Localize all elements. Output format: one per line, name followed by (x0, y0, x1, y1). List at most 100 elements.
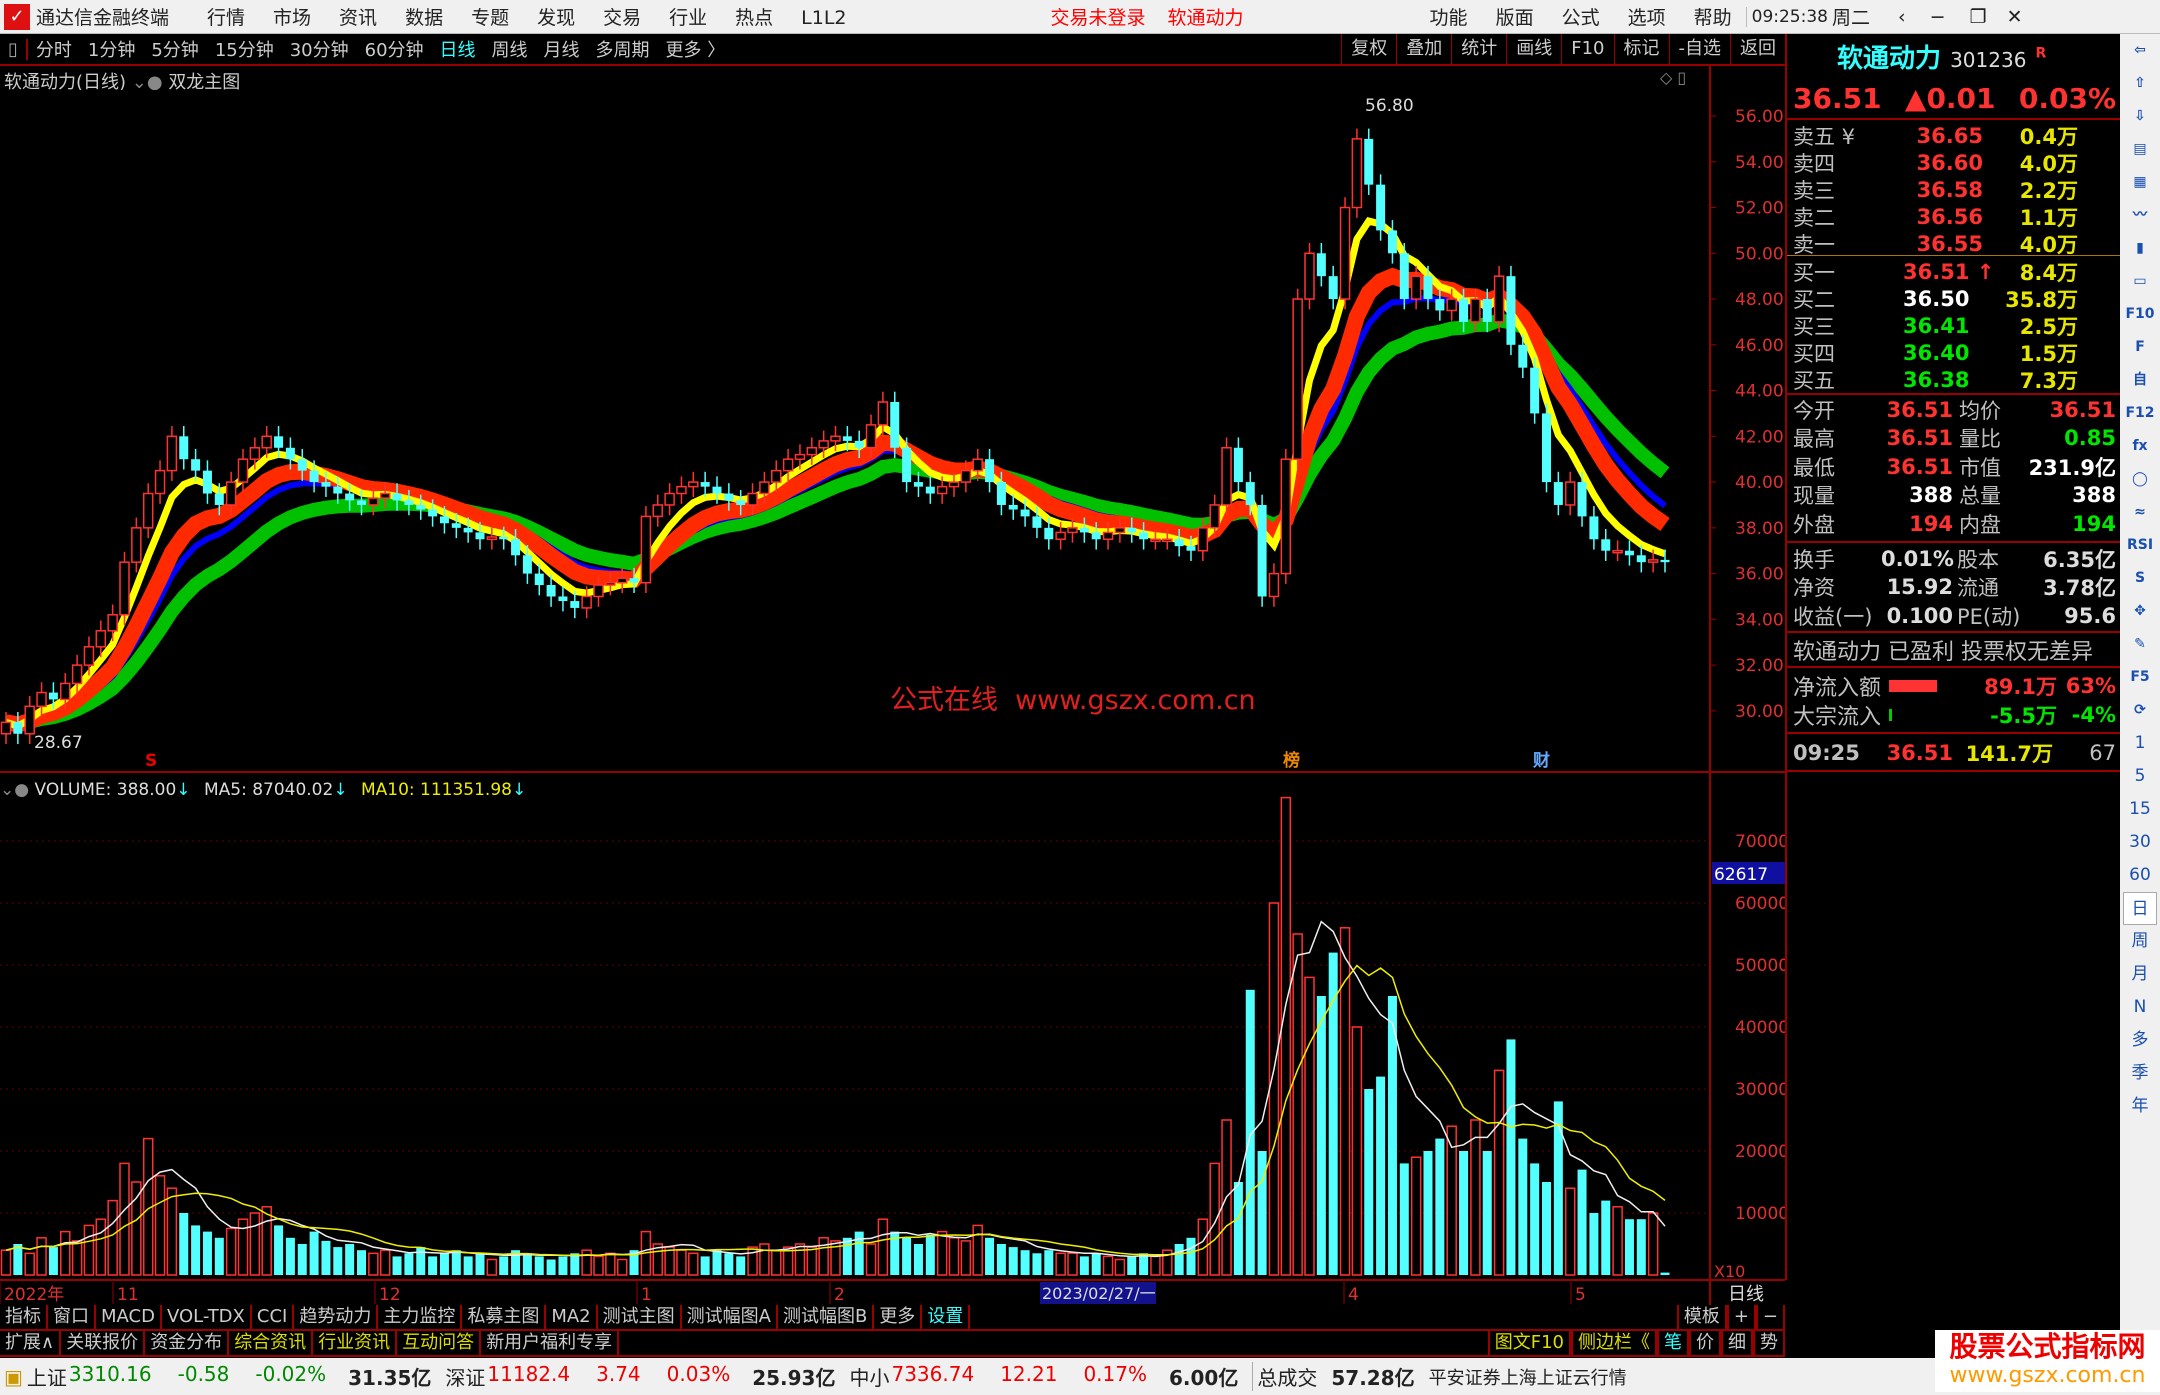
indicator-tab[interactable]: 测试主图 (598, 1305, 682, 1329)
s-icon[interactable]: S (2134, 570, 2146, 586)
indicator-tab[interactable]: 窗口 (48, 1305, 96, 1329)
side-tab[interactable]: 势 (1753, 1331, 1785, 1355)
indicator-dropdown-icon[interactable]: ⌄● (131, 72, 163, 93)
arrow-left-icon[interactable]: ⇦ (2134, 42, 2146, 58)
circle-icon[interactable]: ◯ (2132, 471, 2148, 487)
menu-item[interactable]: 功能 (1429, 7, 1468, 29)
indicator-tab[interactable]: 测试幅图A (682, 1305, 778, 1329)
panel-toggle-icon[interactable]: ▯ (0, 38, 28, 60)
sidebar-period-10[interactable]: 季 (2131, 1063, 2149, 1083)
menu-item[interactable]: 帮助 (1693, 7, 1732, 29)
extension-tab[interactable]: 互动问答 (397, 1331, 482, 1355)
period-tab[interactable]: 更多 〉 (665, 40, 726, 61)
indicator-tab[interactable]: 趋势动力 (294, 1305, 379, 1329)
menu-item[interactable]: 交易 (603, 7, 642, 29)
menu-item[interactable]: 数据 (405, 7, 444, 29)
sidebar-period-2[interactable]: 15 (2129, 799, 2151, 819)
side-tab[interactable]: 笔 (1657, 1331, 1689, 1355)
sidebar-period-0[interactable]: 1 (2134, 733, 2146, 753)
period-tab[interactable]: 月线 (543, 40, 580, 61)
back-icon[interactable]: ‹ (1898, 5, 1906, 28)
login-status[interactable]: 交易未登录 (1050, 7, 1146, 29)
extension-tab[interactable]: 综合资讯 (229, 1331, 314, 1355)
side-tab[interactable]: 价 (1689, 1331, 1721, 1355)
extension-tab[interactable]: 关联报价 (61, 1331, 146, 1355)
arrow-down-icon[interactable]: ⇩ (2134, 108, 2146, 124)
f12-icon[interactable]: F12 (2125, 405, 2155, 421)
period-tab[interactable]: 30分钟 (289, 40, 349, 61)
grid-icon[interactable]: ▦ (2133, 174, 2147, 190)
chart-tool-button[interactable]: 画线 (1506, 34, 1561, 64)
menu-item[interactable]: 行情 (207, 7, 246, 29)
refresh-icon[interactable]: ⟳ (2134, 702, 2146, 718)
f5-icon[interactable]: F5 (2130, 669, 2150, 685)
menu-item[interactable]: 热点 (735, 7, 774, 29)
indicator-tab[interactable]: 更多 (874, 1305, 923, 1329)
sidebar-period-8[interactable]: N (2133, 997, 2147, 1017)
extension-tab[interactable]: 扩展∧ (0, 1331, 62, 1355)
chart-tool-button[interactable]: 标记 (1613, 34, 1669, 64)
window-icon[interactable]: ▭ (2133, 273, 2147, 289)
indicator-tab[interactable]: 私募主图 (462, 1305, 547, 1329)
line-chart-icon[interactable]: 〰 (2133, 207, 2147, 223)
indicator-tab[interactable]: 设置 (922, 1305, 971, 1329)
extension-tab[interactable]: 新用户福利专享 (481, 1331, 620, 1355)
side-tab[interactable]: 侧边栏《 (1571, 1331, 1657, 1355)
chart-tool-button[interactable]: 返回 (1730, 34, 1785, 64)
chart-tool-button[interactable]: 复权 (1341, 34, 1396, 64)
sidebar-period-5[interactable]: 日 (2123, 892, 2157, 925)
kline-chart[interactable]: 30.00 32.00 34.00 36.00 38.00 40.00 42.00 44.00… (0, 0, 1785, 1305)
period-tab[interactable]: 日线 (439, 40, 476, 61)
chart-options-icon[interactable]: ◇ ▯ (1660, 68, 1687, 87)
sidebar-period-3[interactable]: 30 (2129, 832, 2151, 852)
menu-item[interactable]: 发现 (537, 7, 576, 29)
restore-icon[interactable]: ❐ (1969, 5, 1987, 28)
sidebar-period-1[interactable]: 5 (2134, 766, 2146, 786)
candles-icon[interactable]: ▮ (2136, 240, 2144, 256)
indicator-tab[interactable]: 主力监控 (378, 1305, 463, 1329)
menu-item[interactable]: 专题 (471, 7, 510, 29)
template-button[interactable]: − (1755, 1305, 1785, 1329)
arrow-up-icon[interactable]: ⇧ (2134, 75, 2146, 91)
close-icon[interactable]: ✕ (2006, 5, 2023, 28)
chart-tool-button[interactable]: F10 (1561, 34, 1613, 64)
move-icon[interactable]: ✥ (2134, 603, 2146, 619)
chart-tool-button[interactable]: 统计 (1451, 34, 1506, 64)
indicator-tab[interactable]: MACD (96, 1305, 162, 1329)
menu-item[interactable]: 行业 (669, 7, 708, 29)
period-tab[interactable]: 5分钟 (151, 40, 199, 61)
report-icon[interactable]: ▤ (2133, 141, 2147, 157)
index-name[interactable]: 深证 (445, 1366, 486, 1390)
menu-item[interactable]: 版面 (1495, 7, 1534, 29)
menu-item[interactable]: 市场 (273, 7, 312, 29)
indicator-tab[interactable]: MA2 (546, 1305, 598, 1329)
menu-item[interactable]: 公式 (1561, 7, 1600, 29)
period-tab[interactable]: 多周期 (595, 40, 650, 61)
extension-tab[interactable]: 资金分布 (145, 1331, 230, 1355)
side-tab[interactable]: 图文F10 (1487, 1331, 1571, 1355)
menu-item[interactable]: 资讯 (339, 7, 378, 29)
sidebar-period-7[interactable]: 月 (2131, 964, 2149, 984)
pencil-icon[interactable]: ✎ (2134, 636, 2146, 652)
extension-tab[interactable]: 行业资讯 (313, 1331, 398, 1355)
sidebar-period-4[interactable]: 60 (2129, 865, 2151, 885)
index-name[interactable]: 中小 (849, 1366, 890, 1390)
indicator-tab[interactable]: VOL-TDX (162, 1305, 252, 1329)
sidebar-period-6[interactable]: 周 (2131, 931, 2149, 951)
sidebar-period-11[interactable]: 年 (2131, 1096, 2149, 1116)
menu-item[interactable]: L1L2 (801, 7, 847, 29)
template-button[interactable]: 模板 (1676, 1305, 1727, 1329)
period-tab[interactable]: 1分钟 (87, 40, 136, 61)
formula-icon[interactable]: fx (2132, 438, 2148, 454)
period-tab[interactable]: 周线 (491, 40, 528, 61)
sidebar-period-9[interactable]: 多 (2131, 1030, 2149, 1050)
wave-icon[interactable]: ≈ (2134, 504, 2146, 520)
period-tab[interactable]: 分时 (35, 40, 72, 61)
indicator-tab[interactable]: CCI (252, 1305, 295, 1329)
indicator-name[interactable]: 双龙主图 (168, 72, 241, 93)
period-tab[interactable]: 60分钟 (364, 40, 424, 61)
volume-dropdown-icon[interactable]: ⌄● (0, 780, 30, 800)
rsi-icon[interactable]: RSI (2126, 537, 2154, 553)
f10-alt-icon[interactable]: F (2135, 339, 2145, 355)
menu-item[interactable]: 选项 (1627, 7, 1666, 29)
